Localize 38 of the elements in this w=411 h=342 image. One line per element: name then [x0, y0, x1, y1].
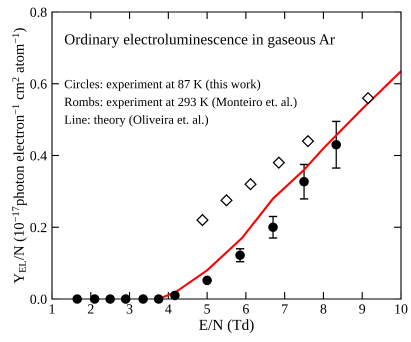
y-tick-label: 0.6	[30, 79, 47, 89]
point	[72, 294, 82, 304]
annotation: Line: theory (Oliveira et. al.)	[64, 115, 208, 126]
point	[302, 135, 314, 148]
point	[331, 140, 342, 150]
point	[196, 214, 208, 226]
point	[138, 294, 148, 304]
point	[170, 290, 180, 300]
point	[362, 92, 374, 104]
point	[105, 294, 115, 304]
annotation: Rombs: experiment at 293 K (Monteiro et. al.)	[64, 97, 297, 109]
point	[202, 276, 212, 286]
point	[268, 222, 278, 232]
x-tick-label: 5	[204, 304, 210, 314]
y-tick-label: 0.8	[30, 8, 47, 18]
text: Y$_{EL}$/N (10$^{−17}$photon electron$^{−1}$ cm$^{2}$ atom$^{−1}$)	[12, 28, 27, 284]
x-tick-label: 6	[243, 304, 249, 314]
y-tick-label: 0.2	[30, 222, 46, 232]
point	[90, 294, 100, 304]
x-tick-label: 3	[126, 304, 132, 314]
point	[272, 156, 285, 169]
x-tick-label: 4	[165, 304, 172, 314]
text: Ordinary electroluminescence in gaseous Ar	[64, 34, 335, 48]
point	[120, 294, 130, 304]
y-tick-label: 0.4	[30, 151, 47, 161]
point	[244, 178, 257, 190]
x-tick-label: 8	[320, 304, 326, 314]
x-axis-title: E/N (Td)	[199, 319, 254, 334]
x-tick-label: 9	[359, 304, 366, 314]
annotation: Circles: experiment at 87 K (this work)	[64, 80, 260, 91]
point	[154, 294, 164, 304]
point	[299, 176, 309, 186]
x-tick-label: 7	[282, 304, 288, 314]
x-tick-label: 10	[395, 304, 408, 314]
x-tick-label: 2	[88, 304, 94, 314]
point	[220, 194, 233, 206]
x-tick-label: 1	[50, 304, 55, 314]
y-tick-label: 0.0	[30, 294, 47, 304]
